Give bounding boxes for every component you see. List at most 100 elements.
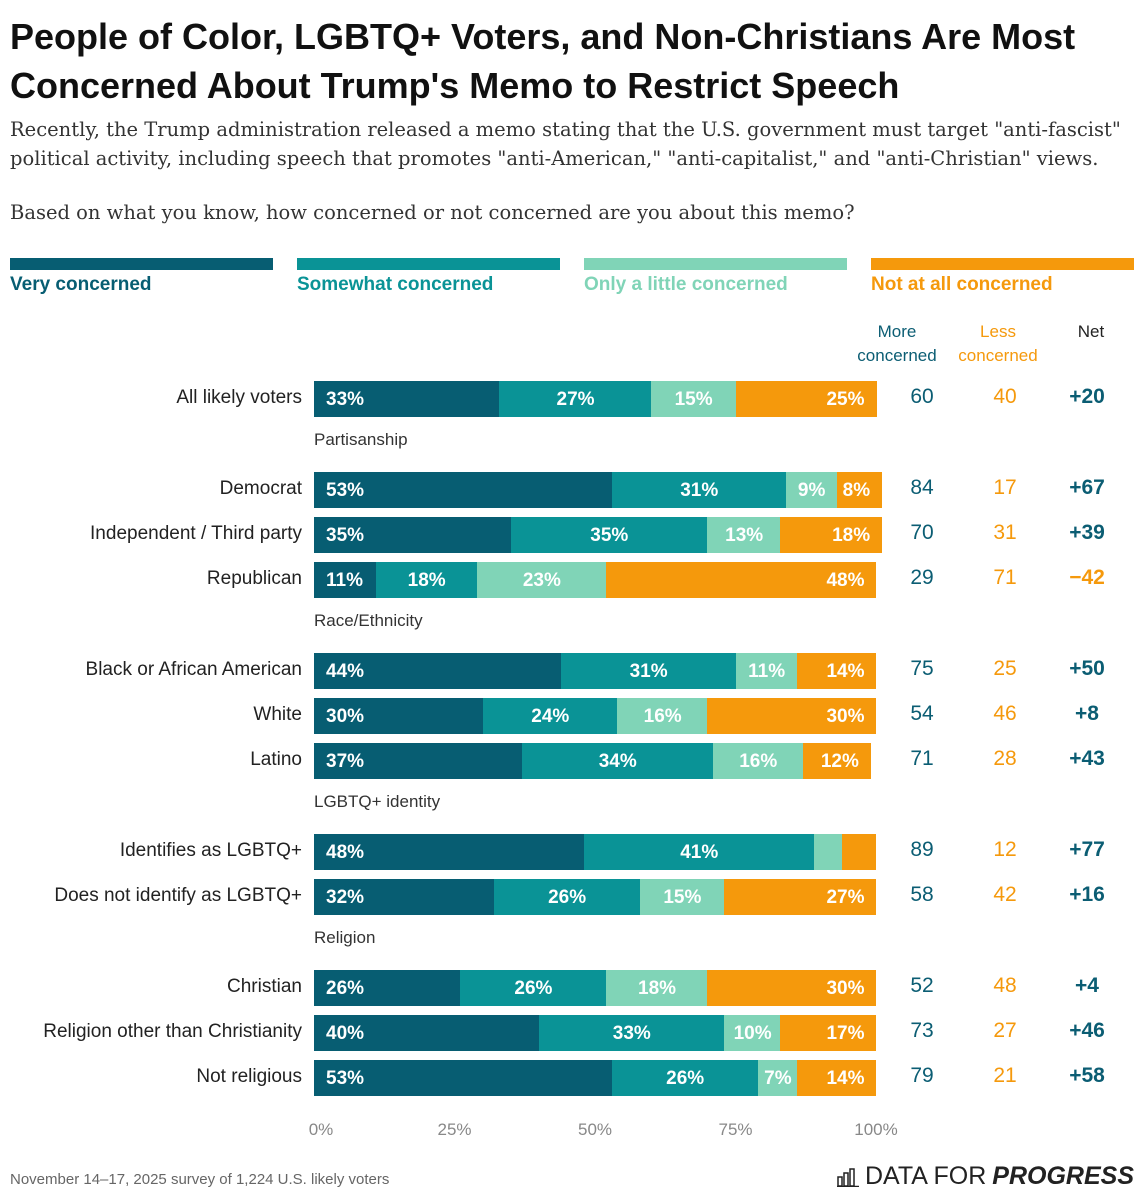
net-value: +46 <box>1069 1019 1105 1042</box>
stacked-bar: 40% 33% 10% 17% <box>314 1015 877 1051</box>
bar-segment-not-at-all-concerned: 14% <box>797 1060 877 1096</box>
net-value: +43 <box>1069 747 1105 770</box>
row-label: Christian <box>227 976 302 997</box>
bar-segment-not-at-all-concerned <box>842 834 877 870</box>
bar-segment-somewhat-concerned: 31% <box>611 472 787 508</box>
bar-segment-only-a-little-concerned: 13% <box>707 517 781 553</box>
row-label: Democrat <box>219 478 302 499</box>
stacked-bar: 48% 41% <box>314 834 877 870</box>
stacked-bar: 26% 26% 18% 30% <box>314 970 877 1006</box>
bar-segment-very-concerned: 33% <box>314 381 500 417</box>
more-concerned-value: 54 <box>910 702 934 725</box>
legend-swatch <box>871 258 1134 270</box>
group-label: Race/Ethnicity <box>314 611 423 630</box>
bar-segment-only-a-little-concerned: 18% <box>606 970 708 1006</box>
bar-segment-somewhat-concerned: 27% <box>499 381 652 417</box>
bar-segment-very-concerned: 37% <box>314 743 523 779</box>
stacked-bar: 44% 31% 11% 14% <box>314 653 877 689</box>
net-value: +16 <box>1069 883 1105 906</box>
legend-label: Not at all concerned <box>871 274 1053 295</box>
chart-subtitle: Recently, the Trump administration relea… <box>10 118 1121 170</box>
group-label: LGBTQ+ identity <box>314 792 441 811</box>
more-concerned-value: 52 <box>910 974 934 997</box>
less-concerned-value: 27 <box>993 1019 1017 1042</box>
net-value: +4 <box>1075 974 1099 997</box>
logo-text-bold: PROGRESS <box>992 1162 1134 1190</box>
stacked-bar: 53% 31% 9% 8% <box>314 472 883 508</box>
more-concerned-value: 84 <box>910 476 934 499</box>
x-tick-label: 25% <box>437 1120 472 1139</box>
more-concerned-value: 75 <box>910 657 934 680</box>
less-concerned-value: 42 <box>993 883 1017 906</box>
logo: DATA FOR PROGRESS <box>836 1162 1134 1191</box>
legend-label: Only a little concerned <box>584 274 788 295</box>
bar-segment-somewhat-concerned: 33% <box>538 1015 725 1051</box>
stacked-bar: 53% 26% 7% 14% <box>314 1060 877 1096</box>
stacked-bar: 37% 34% 16% 12% <box>314 743 876 779</box>
x-tick-label: 50% <box>577 1120 613 1139</box>
bar-segment-not-at-all-concerned: 27% <box>724 879 877 915</box>
more-concerned-value: 70 <box>910 521 934 544</box>
legend-swatch <box>584 258 847 270</box>
bar-segment-only-a-little-concerned: 9% <box>786 472 838 508</box>
column-header-more: More concerned <box>857 322 937 365</box>
row-label: Black or African American <box>85 659 302 680</box>
less-concerned-value: 40 <box>993 385 1017 408</box>
bar-segment-not-at-all-concerned: 25% <box>735 381 877 417</box>
net-value: +77 <box>1069 838 1105 861</box>
net-value: +58 <box>1069 1064 1105 1087</box>
bar-segment-not-at-all-concerned: 30% <box>707 698 877 734</box>
bar-segment-very-concerned: 48% <box>314 834 585 870</box>
x-tick-label: 0% <box>308 1120 334 1139</box>
legend-label: Somewhat concerned <box>297 274 494 295</box>
bar-segment-very-concerned: 26% <box>314 970 461 1006</box>
bar-segment-only-a-little-concerned: 15% <box>639 879 725 915</box>
less-concerned-value: 28 <box>993 747 1017 770</box>
bar-segment-somewhat-concerned: 26% <box>611 1060 759 1096</box>
bar-segment-very-concerned: 11% <box>314 562 377 598</box>
more-concerned-value: 79 <box>910 1064 934 1087</box>
less-concerned-value: 71 <box>993 566 1017 589</box>
legend-label: Very concerned <box>10 274 152 295</box>
net-value: +20 <box>1069 385 1105 408</box>
less-concerned-value: 31 <box>993 521 1017 544</box>
bar-segment-very-concerned: 35% <box>314 517 512 553</box>
bar-segment-very-concerned: 40% <box>314 1015 540 1051</box>
bar-segment-only-a-little-concerned: 15% <box>651 381 736 417</box>
bar-segment-very-concerned: 30% <box>314 698 484 734</box>
row-label: Independent / Third party <box>90 523 302 544</box>
net-value: −42 <box>1069 566 1105 589</box>
group-label: Partisanship <box>314 430 408 449</box>
row-label: Religion other than Christianity <box>43 1021 302 1042</box>
more-concerned-value: 29 <box>910 566 934 589</box>
net-value: +67 <box>1069 476 1105 499</box>
bar-segment-only-a-little-concerned <box>814 834 843 870</box>
bar-segment-somewhat-concerned: 24% <box>482 698 618 734</box>
survey-question: Based on what you know, how concerned or… <box>10 201 855 224</box>
bar-segment-very-concerned: 44% <box>314 653 562 689</box>
less-concerned-value: 46 <box>993 702 1017 725</box>
net-value: +8 <box>1075 702 1099 725</box>
row-label: Republican <box>206 568 302 589</box>
x-tick-label: 100% <box>854 1120 898 1139</box>
bar-segment-only-a-little-concerned: 16% <box>617 698 708 734</box>
bar-segment-somewhat-concerned: 18% <box>375 562 478 598</box>
bar-segment-not-at-all-concerned: 18% <box>780 517 883 553</box>
less-concerned-value: 48 <box>993 974 1017 997</box>
stacked-bar: 32% 26% 15% 27% <box>314 879 877 915</box>
bar-segment-only-a-little-concerned: 16% <box>713 743 804 779</box>
bar-segment-somewhat-concerned: 26% <box>460 970 607 1006</box>
stacked-bar: 35% 35% 13% 18% <box>314 517 883 553</box>
bar-segment-only-a-little-concerned: 23% <box>476 562 607 598</box>
column-header-net: Net <box>1077 322 1105 341</box>
bar-segment-not-at-all-concerned: 48% <box>606 562 877 598</box>
more-concerned-value: 71 <box>910 747 934 770</box>
bar-segment-somewhat-concerned: 26% <box>493 879 641 915</box>
row-label: Identifies as LGBTQ+ <box>119 840 302 861</box>
x-tick-label: 75% <box>718 1120 753 1139</box>
bar-chart-icon <box>836 1167 859 1187</box>
bar-segment-not-at-all-concerned: 12% <box>802 743 871 779</box>
row-label: All likely voters <box>176 387 302 408</box>
chart-title: People of Color, LGBTQ+ Voters, and Non-… <box>10 16 1076 106</box>
bar-segment-very-concerned: 32% <box>314 879 495 915</box>
